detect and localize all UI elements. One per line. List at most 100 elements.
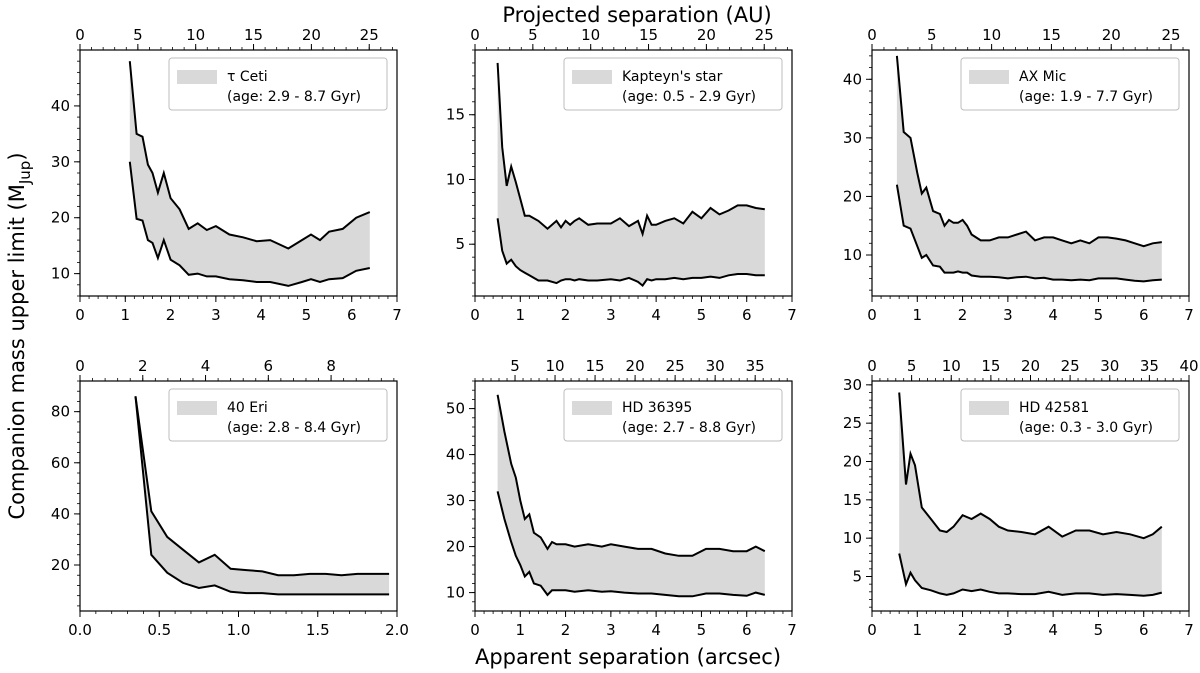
legend-label: Kapteyn's star — [622, 69, 723, 85]
x-tick-label: 0.5 — [147, 621, 171, 639]
x-tick-label: 4 — [651, 306, 661, 324]
bottom-axis-label: Apparent separation (arcsec) — [475, 645, 781, 669]
x-tick-label: 6 — [742, 621, 752, 639]
x-tick-label: 2 — [958, 621, 968, 639]
top-tick-label: 10 — [982, 26, 1001, 44]
y-tick-label: 10 — [51, 265, 70, 283]
mass-limit-band — [497, 62, 765, 286]
y-tick-label: 50 — [446, 400, 465, 418]
left-axis-label-close: ) — [5, 152, 29, 160]
x-tick-label: 1 — [516, 306, 526, 324]
top-tick-label: 15 — [586, 357, 605, 375]
y-tick-label: 60 — [51, 454, 70, 472]
x-tick-label: 4 — [256, 306, 266, 324]
x-tick-label: 2 — [561, 306, 571, 324]
top-tick-label: 0 — [75, 26, 85, 44]
x-tick-label: 4 — [1048, 621, 1058, 639]
lower-limit-line — [496, 218, 765, 288]
x-tick-label: 2 — [958, 306, 968, 324]
legend-box — [563, 57, 783, 111]
top-tick-label: 30 — [1100, 357, 1119, 375]
x-tick-label: 7 — [392, 306, 402, 324]
x-tick-label: 1 — [913, 306, 923, 324]
y-tick-label: 30 — [843, 376, 862, 394]
x-tick-label: 2 — [166, 306, 176, 324]
top-tick-label: 35 — [746, 357, 765, 375]
subplot-40-eri: 0.0 0.5 1.0 1.5 2.0 0 2 4 6 8 20 40 60 80 40 Eri (age: … — [51, 357, 409, 639]
lower-limit-line — [134, 396, 390, 596]
top-tick-label: 15 — [981, 357, 1000, 375]
x-tick-label: 6 — [1139, 306, 1149, 324]
top-tick-label: 10 — [942, 357, 961, 375]
legend-label: HD 36395 — [622, 400, 692, 416]
y-tick-label: 20 — [843, 453, 862, 471]
top-tick-label: 20 — [1102, 26, 1121, 44]
legend-box — [960, 57, 1180, 111]
top-tick-label: 20 — [1021, 357, 1040, 375]
legend-swatch — [969, 70, 1009, 84]
top-tick-label: 20 — [626, 357, 645, 375]
upper-limit-line — [128, 61, 371, 250]
top-tick-label: 5 — [907, 357, 917, 375]
legend-swatch — [969, 401, 1009, 415]
legend: HD 42581 (age: 0.3 - 3.0 Gyr) — [960, 388, 1180, 442]
top-tick-label: 15 — [639, 26, 658, 44]
y-tick-label: 20 — [51, 556, 70, 574]
y-tick-label: 40 — [51, 505, 70, 523]
y-tick-label: 80 — [51, 403, 70, 421]
top-tick-label: 20 — [302, 26, 321, 44]
y-tick-label: 15 — [843, 491, 862, 509]
y-tick-label: 10 — [843, 529, 862, 547]
x-tick-label: 4 — [1048, 306, 1058, 324]
y-tick-label: 25 — [843, 414, 862, 432]
legend-age: (age: 2.7 - 8.8 Gyr) — [622, 420, 756, 436]
y-tick-label: 5 — [455, 235, 465, 253]
y-tick-label: 20 — [843, 187, 862, 205]
y-tick-label: 30 — [843, 129, 862, 147]
top-tick-label: 25 — [755, 26, 774, 44]
top-tick-label: 0 — [75, 357, 85, 375]
y-tick-label: 30 — [446, 492, 465, 510]
mass-limit-band — [129, 61, 370, 286]
x-tick-label: 5 — [1094, 306, 1104, 324]
y-tick-label: 40 — [51, 97, 70, 115]
top-axis-label: Projected separation (AU) — [502, 3, 771, 27]
lower-limit-line — [895, 184, 1162, 283]
top-tick-label: 25 — [360, 26, 379, 44]
x-tick-label: 1 — [121, 306, 131, 324]
x-tick-label: 1.5 — [306, 621, 330, 639]
top-tick-label: 15 — [244, 26, 263, 44]
top-tick-label: 2 — [138, 357, 148, 375]
legend: AX Mic (age: 1.9 - 7.7 Gyr) — [960, 57, 1180, 111]
x-tick-label: 2 — [561, 621, 571, 639]
y-tick-label: 15 — [446, 106, 465, 124]
top-tick-label: 10 — [581, 26, 600, 44]
top-tick-label: 40 — [1179, 357, 1198, 375]
x-tick-label: 5 — [1094, 621, 1104, 639]
x-tick-label: 6 — [742, 306, 752, 324]
mass-limit-band — [497, 394, 765, 597]
subplot-kapteyns-star: 0 1 2 3 4 5 6 7 0 5 10 15 20 25 5 10 15 Kapteyn's star (ag… — [446, 26, 797, 324]
top-tick-label: 6 — [264, 357, 274, 375]
y-tick-label: 40 — [843, 70, 862, 88]
y-tick-label: 10 — [446, 584, 465, 602]
legend-swatch — [572, 401, 612, 415]
legend-age: (age: 1.9 - 7.7 Gyr) — [1019, 89, 1153, 105]
upper-limit-line — [496, 62, 765, 238]
x-tick-label: 6 — [1139, 621, 1149, 639]
left-axis-label-subscript: Jup — [16, 161, 34, 185]
top-tick-label: 0 — [867, 26, 877, 44]
legend-age: (age: 0.5 - 2.9 Gyr) — [622, 89, 756, 105]
legend: HD 36395 (age: 2.7 - 8.8 Gyr) — [563, 388, 783, 442]
x-tick-label: 5 — [697, 621, 707, 639]
legend-label: HD 42581 — [1019, 400, 1089, 416]
x-tick-label: 0 — [867, 306, 877, 324]
legend-swatch — [177, 70, 217, 84]
left-axis-label: Companion mass upper limit (MJup) — [5, 152, 34, 519]
legend-age: (age: 2.8 - 8.4 Gyr) — [227, 420, 361, 436]
top-tick-label: 25 — [1162, 26, 1181, 44]
x-tick-label: 0 — [867, 621, 877, 639]
x-tick-label: 7 — [787, 621, 797, 639]
subplot-tau-ceti: 0 1 2 3 4 5 6 7 0 5 10 15 20 25 10 20 30 40 τ Ceti (age: 2.… — [51, 26, 402, 324]
